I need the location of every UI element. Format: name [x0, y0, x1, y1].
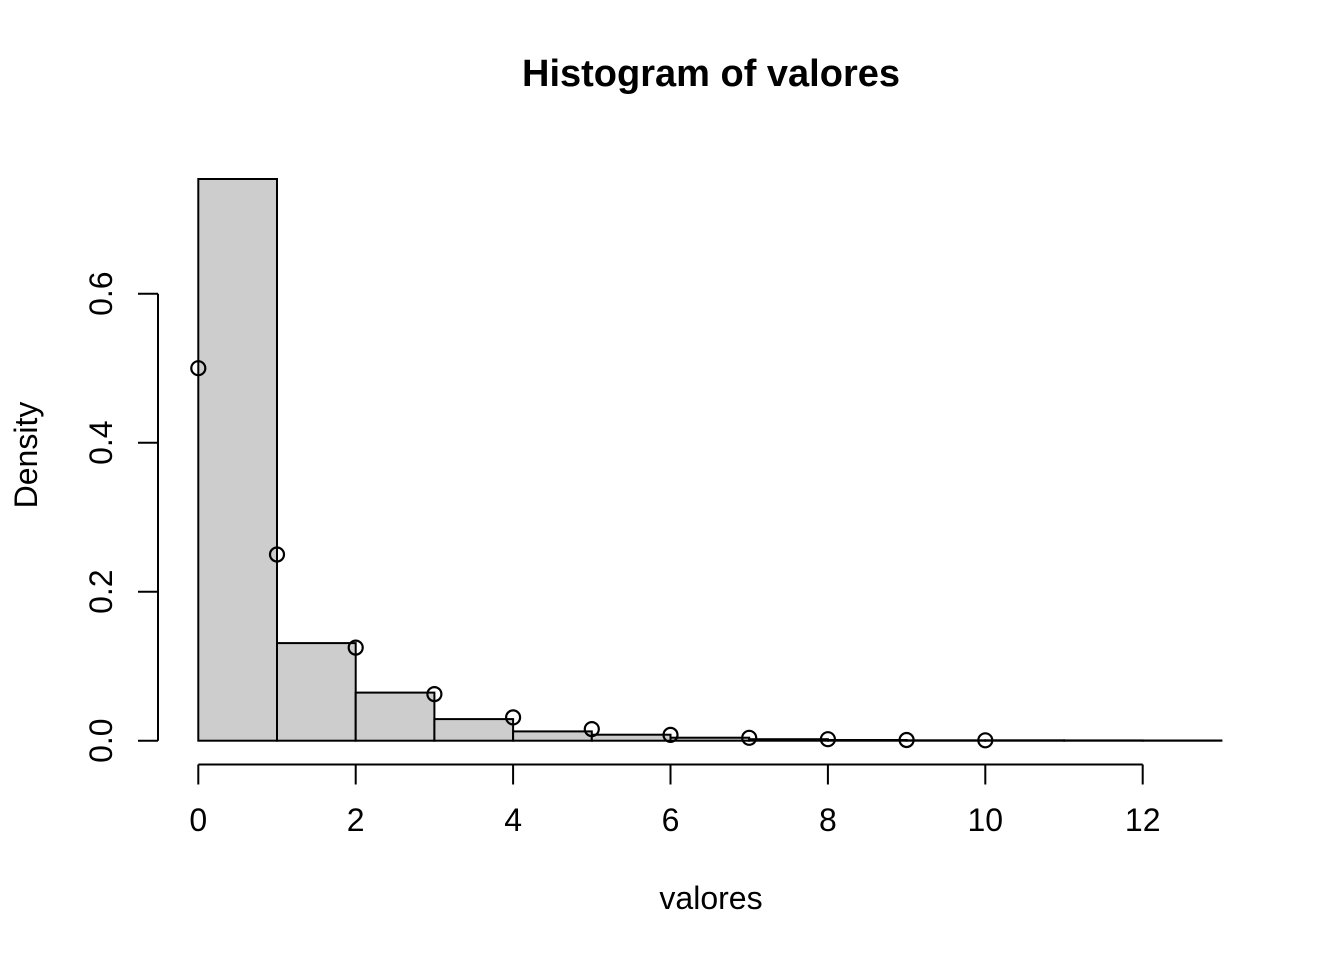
- x-tick-label: 8: [819, 802, 837, 838]
- histogram-bar: [354, 691, 436, 742]
- x-axis-label: valores: [659, 880, 763, 916]
- histogram-bar: [197, 178, 278, 742]
- x-tick-label: 10: [968, 802, 1004, 838]
- y-axis-label: Density: [8, 401, 44, 509]
- histogram-bar: [590, 733, 672, 742]
- x-tick-label: 12: [1125, 802, 1161, 838]
- x-tick-label: 4: [504, 802, 522, 838]
- histogram-bar: [433, 718, 515, 742]
- histogram-bar: [826, 739, 908, 742]
- x-tick-label: 0: [189, 802, 207, 838]
- x-tick-label: 2: [347, 802, 365, 838]
- data-point-circle: [268, 546, 286, 563]
- data-point-circle: [504, 709, 522, 726]
- data-point-circle: [426, 685, 443, 703]
- y-tick-label: 0.0: [83, 718, 119, 762]
- histogram-bar: [276, 642, 357, 742]
- histogram-bar: [748, 738, 829, 742]
- x-tick-label: 6: [662, 802, 680, 838]
- data-point-circle: [977, 732, 994, 749]
- data-point-circle: [819, 731, 837, 748]
- data-point-circle: [662, 726, 679, 744]
- data-point-circle: [347, 639, 364, 656]
- chart-title: Histogram of valores: [522, 53, 900, 95]
- y-tick-label: 0.6: [83, 271, 119, 315]
- data-point-circle: [741, 729, 758, 746]
- histogram-bar: [512, 730, 593, 742]
- data-point-circle: [190, 360, 207, 377]
- y-tick-label: 0.4: [83, 420, 119, 464]
- histogram-bar: [669, 736, 751, 742]
- data-point-circle: [583, 720, 600, 738]
- data-point-circle: [898, 731, 915, 749]
- y-tick-label: 0.2: [83, 569, 119, 613]
